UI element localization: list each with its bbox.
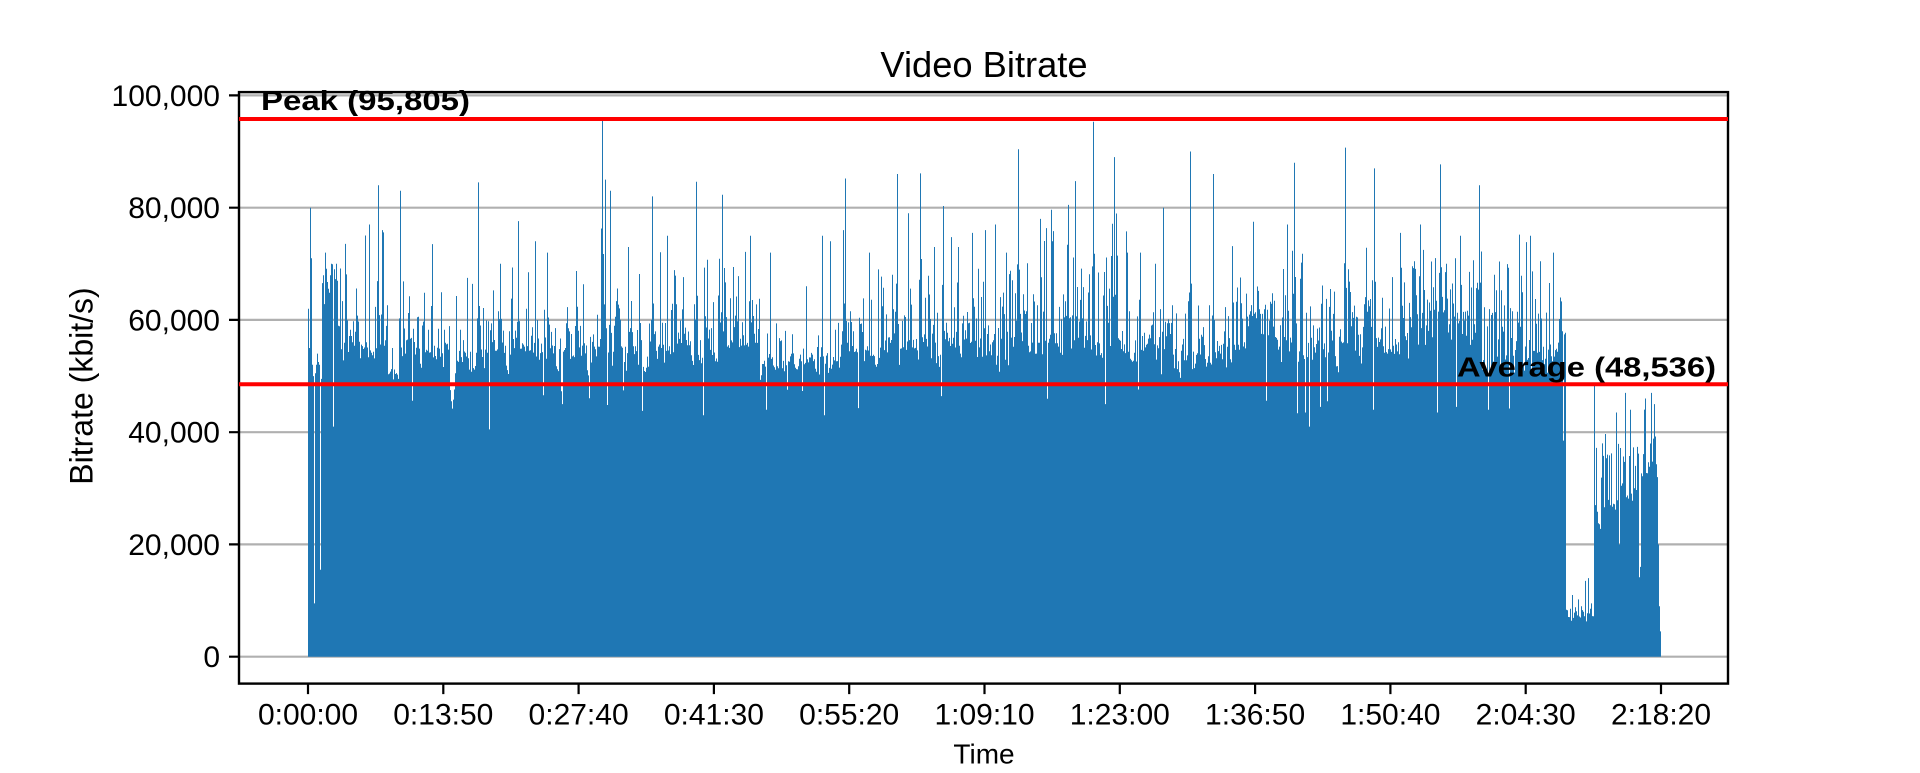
svg-text:0:27:40: 0:27:40 — [529, 699, 629, 732]
svg-text:Bitrate (kbit/s): Bitrate (kbit/s) — [64, 287, 100, 484]
svg-text:Peak (95,805): Peak (95,805) — [261, 85, 470, 116]
svg-text:100,000: 100,000 — [112, 80, 220, 113]
svg-text:60,000: 60,000 — [128, 304, 220, 337]
svg-text:40,000: 40,000 — [128, 417, 220, 450]
svg-text:Average (48,536): Average (48,536) — [1457, 352, 1716, 383]
svg-text:1:09:10: 1:09:10 — [934, 699, 1034, 732]
svg-text:1:36:50: 1:36:50 — [1205, 699, 1305, 732]
svg-text:2:18:20: 2:18:20 — [1611, 699, 1711, 732]
svg-text:1:23:00: 1:23:00 — [1070, 699, 1170, 732]
svg-text:0: 0 — [203, 641, 220, 674]
svg-text:Video Bitrate: Video Bitrate — [880, 44, 1087, 85]
svg-text:2:04:30: 2:04:30 — [1476, 699, 1576, 732]
svg-text:0:55:20: 0:55:20 — [799, 699, 899, 732]
svg-text:0:00:00: 0:00:00 — [258, 699, 358, 732]
svg-text:20,000: 20,000 — [128, 529, 220, 562]
svg-text:Time: Time — [953, 739, 1014, 769]
svg-text:0:13:50: 0:13:50 — [393, 699, 493, 732]
svg-text:80,000: 80,000 — [128, 192, 220, 225]
svg-text:1:50:40: 1:50:40 — [1340, 699, 1440, 732]
svg-text:0:41:30: 0:41:30 — [664, 699, 764, 732]
